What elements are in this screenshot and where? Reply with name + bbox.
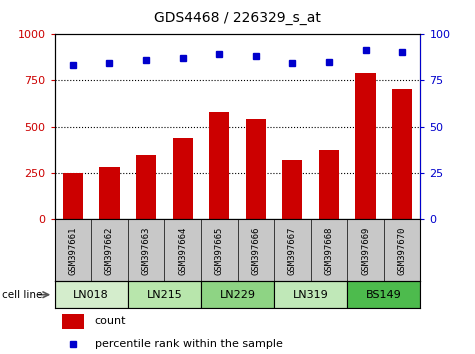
Text: GSM397669: GSM397669 [361,226,370,275]
Text: LN018: LN018 [73,290,109,300]
Bar [274,281,347,308]
Bar [62,314,84,329]
Text: LN319: LN319 [293,290,329,300]
Text: GSM397667: GSM397667 [288,226,297,275]
Text: GSM397666: GSM397666 [251,226,260,275]
Bar [55,281,128,308]
Bar [392,89,412,219]
Bar [172,138,193,219]
Bar [347,281,420,308]
Text: GSM397668: GSM397668 [324,226,333,275]
Text: GSM397665: GSM397665 [215,226,224,275]
Bar [99,167,120,219]
Text: cell line: cell line [2,290,43,300]
Text: GDS4468 / 226329_s_at: GDS4468 / 226329_s_at [154,11,321,25]
Text: LN215: LN215 [146,290,182,300]
Text: GSM397663: GSM397663 [142,226,151,275]
Text: GSM397670: GSM397670 [398,226,407,275]
Text: GSM397664: GSM397664 [178,226,187,275]
Bar [63,173,83,219]
Text: LN229: LN229 [219,290,256,300]
Text: percentile rank within the sample: percentile rank within the sample [95,339,283,349]
Bar [282,160,303,219]
Bar [246,119,266,219]
Bar [209,112,229,219]
Text: GSM397662: GSM397662 [105,226,114,275]
Text: BS149: BS149 [366,290,402,300]
Bar [355,73,376,219]
Bar [136,155,156,219]
Bar [319,150,339,219]
Bar [128,281,201,308]
Text: GSM397661: GSM397661 [68,226,77,275]
Text: count: count [95,316,126,326]
Bar [201,281,274,308]
